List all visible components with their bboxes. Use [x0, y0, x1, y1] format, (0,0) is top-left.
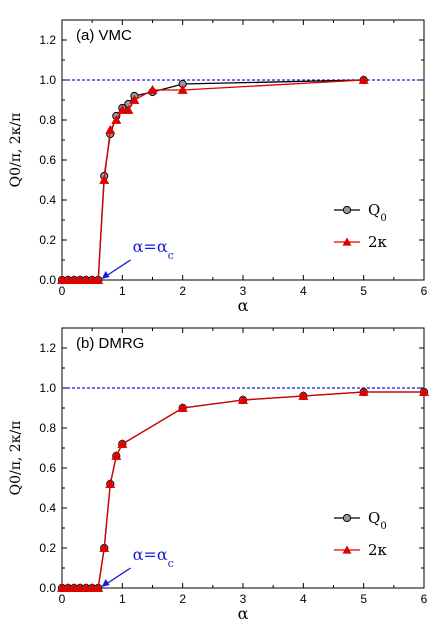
kappa-point [69, 582, 80, 592]
y-tick-label: 1.2 [39, 33, 56, 47]
y-tick-label: 0.2 [39, 233, 56, 247]
x-tick-label: 0 [59, 284, 66, 298]
kappa-point [93, 274, 104, 284]
x-tick-label: 3 [240, 592, 247, 606]
x-tick-label: 5 [360, 592, 367, 606]
kappa-point [418, 386, 430, 396]
kappa-point [99, 542, 110, 552]
kappa-point [56, 274, 68, 284]
kappa-point [99, 174, 110, 184]
x-tick-label: 0 [59, 592, 66, 606]
y-axis-label: Q0/π, 2κ/π [8, 113, 24, 188]
kappa-point [111, 450, 122, 460]
kappa-point [75, 274, 86, 284]
kappa-point [177, 84, 188, 94]
series-2kappa [56, 74, 369, 284]
legend-marker-triangle [342, 545, 352, 554]
x-axis-label: α [238, 604, 249, 623]
kappa-point [358, 386, 369, 396]
x-tick-label: 1 [119, 592, 126, 606]
series-q0 [57, 387, 429, 593]
series-q0-line [62, 79, 364, 281]
kappa-point [111, 114, 122, 124]
kappa-point [81, 582, 92, 592]
kappa-point [87, 582, 98, 592]
kappa-point [358, 74, 369, 84]
x-tick-label: 5 [360, 284, 367, 298]
legend-marker-circle [342, 205, 352, 215]
legend: Q0 2κ [334, 509, 388, 559]
kappa-point [177, 402, 188, 412]
kappa-point [105, 124, 116, 134]
legend-label: Q0 [368, 509, 387, 532]
kappa-point [56, 582, 68, 592]
y-tick-label: 0.8 [39, 113, 56, 127]
series-2kappa [56, 386, 430, 592]
kappa-point [129, 94, 140, 104]
kappa-point [147, 84, 158, 94]
y-tick-label: 0.8 [39, 421, 56, 435]
annotation-arrowhead [101, 579, 110, 587]
kappa-point [123, 104, 134, 114]
annotation-arrow [104, 259, 131, 278]
y-tick-label: 0.0 [39, 273, 56, 287]
y-axis-label: Q0/π, 2κ/π [8, 421, 24, 496]
kappa-point [105, 478, 116, 488]
series-2kappa-line [62, 79, 364, 281]
panel-a: 0 1 2 3 4 5 6 0.0 0.2 0.4 0.6 0.8 1.0 1.2 α Q0/π, 2κ/π (… [8, 19, 428, 315]
y-tick-label: 0.6 [39, 153, 56, 167]
y-tick-label: 1.0 [39, 381, 56, 395]
x-tick-label: 2 [179, 284, 186, 298]
annotation-arrow [104, 567, 131, 586]
legend-label: Q0 [368, 201, 387, 224]
panel-b: 0 1 2 3 4 5 6 0.0 0.2 0.4 0.6 0.8 1.0 1.2 α Q0/π, 2κ/π (… [8, 327, 430, 623]
legend-label: 2κ [368, 541, 388, 559]
y-tick-label: 1.0 [39, 73, 56, 87]
legend-marker-triangle [342, 237, 352, 246]
x-tick-label: 6 [421, 592, 428, 606]
kappa-point [298, 390, 309, 400]
x-tick-label: 4 [300, 592, 307, 606]
kappa-point [75, 582, 86, 592]
legend-label: 2κ [368, 233, 388, 251]
legend-entry: 2κ [334, 541, 388, 559]
series-2kappa-line [62, 391, 424, 589]
legend-entry: Q0 [334, 201, 387, 224]
annotation-label: α=αc [133, 545, 174, 570]
y-tick-label: 0.2 [39, 541, 56, 555]
y-tick-label: 0.4 [39, 501, 56, 515]
panel-title: (a) VMC [76, 27, 132, 44]
x-tick-label: 2 [179, 592, 186, 606]
legend-entry: Q0 [334, 509, 387, 532]
legend-marker-circle [342, 513, 352, 523]
x-tick-label: 4 [300, 284, 307, 298]
kappa-point [117, 438, 128, 448]
x-axis-label: α [238, 296, 249, 315]
y-tick-label: 0.0 [39, 581, 56, 595]
x-tick-label: 1 [119, 284, 126, 298]
annotation-arrowhead [101, 271, 110, 279]
y-tick-label: 0.4 [39, 193, 56, 207]
annotation-label: α=αc [133, 237, 174, 262]
kappa-point [117, 104, 128, 114]
kappa-point [237, 394, 249, 404]
kappa-point [63, 582, 74, 592]
kappa-point [93, 582, 104, 592]
y-tick-label: 0.6 [39, 461, 56, 475]
kappa-point [69, 274, 80, 284]
x-tick-label: 3 [240, 284, 247, 298]
y-tick-label: 1.2 [39, 341, 56, 355]
legend: Q0 2κ [334, 201, 388, 251]
legend-entry: 2κ [334, 233, 388, 251]
kappa-point [63, 274, 74, 284]
x-tick-label: 6 [421, 284, 428, 298]
panel-title: (b) DMRG [76, 335, 144, 352]
kappa-point [87, 274, 98, 284]
kappa-point [81, 274, 92, 284]
